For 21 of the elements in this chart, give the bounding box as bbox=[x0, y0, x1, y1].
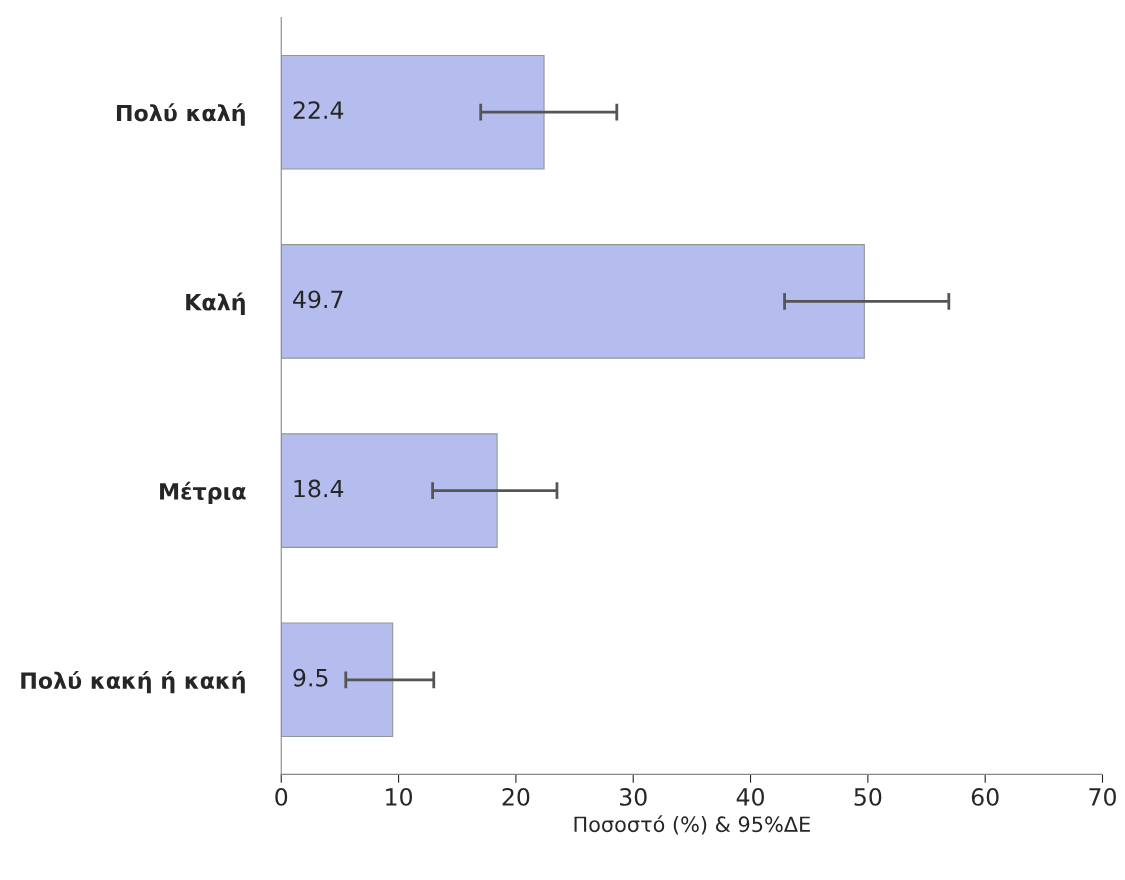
x-axis-title: Ποσοστό (%) & 95%ΔΕ bbox=[574, 815, 810, 835]
x-tick-label: 60 bbox=[971, 788, 999, 806]
y-tick-label: Πολύ καλή bbox=[116, 103, 245, 126]
y-tick-label: Καλή bbox=[186, 292, 245, 315]
y-tick-label: Μέτρια bbox=[160, 481, 246, 505]
y-tick-label: Πολύ κακή ή κακή bbox=[21, 670, 245, 694]
bar bbox=[281, 54, 545, 170]
bar bbox=[281, 244, 865, 359]
data-label: 18.4 bbox=[294, 479, 344, 498]
x-tick-label: 20 bbox=[502, 788, 530, 806]
data-label: 9.5 bbox=[293, 668, 328, 687]
x-tick-label: 50 bbox=[854, 788, 882, 806]
data-label: 49.7 bbox=[293, 290, 343, 309]
bar bbox=[281, 622, 394, 738]
data-label: 22.4 bbox=[293, 101, 344, 119]
x-tick-label: 0 bbox=[275, 788, 288, 806]
bar bbox=[281, 433, 498, 548]
x-tick-label: 40 bbox=[736, 788, 764, 806]
x-tick-label: 10 bbox=[386, 788, 413, 806]
x-tick-label: 30 bbox=[619, 788, 647, 806]
x-tick-label: 70 bbox=[1089, 788, 1116, 806]
